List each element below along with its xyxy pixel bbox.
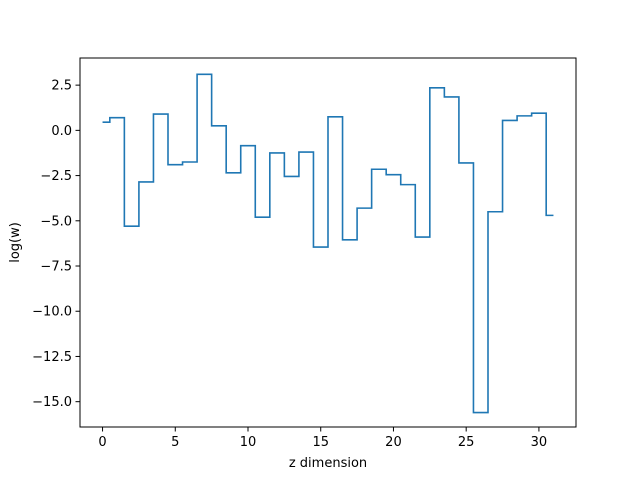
x-tick-label: 25 [458, 435, 475, 450]
x-tick-label: 10 [240, 435, 257, 450]
series-line-0 [102, 73, 554, 414]
y-tick-label: −2.5 [40, 169, 72, 184]
y-tick-label: 2.5 [51, 79, 72, 94]
y-tick-label: −12.5 [32, 350, 72, 365]
y-tick-label: −7.5 [40, 260, 72, 275]
ticks: 0 5 10 15 20 25 30 2.5 0.0 −2.5 −5.0 −7.5 −10.0 −12.5… [32, 79, 547, 450]
x-tick-label: 5 [171, 435, 179, 450]
y-axis-label: log(w) [8, 222, 23, 263]
x-tick-label: 0 [98, 435, 106, 450]
x-tick-label: 30 [531, 435, 548, 450]
x-tick-label: 20 [385, 435, 402, 450]
x-axis-label: z dimension [289, 456, 367, 471]
x-tick-label: 15 [312, 435, 329, 450]
y-tick-label: −10.0 [32, 305, 72, 320]
y-tick-label: −15.0 [32, 395, 72, 410]
y-tick-label: −5.0 [40, 214, 72, 229]
plot-area [102, 73, 554, 414]
axes-frame [79, 57, 577, 428]
y-tick-label: 0.0 [51, 124, 72, 139]
